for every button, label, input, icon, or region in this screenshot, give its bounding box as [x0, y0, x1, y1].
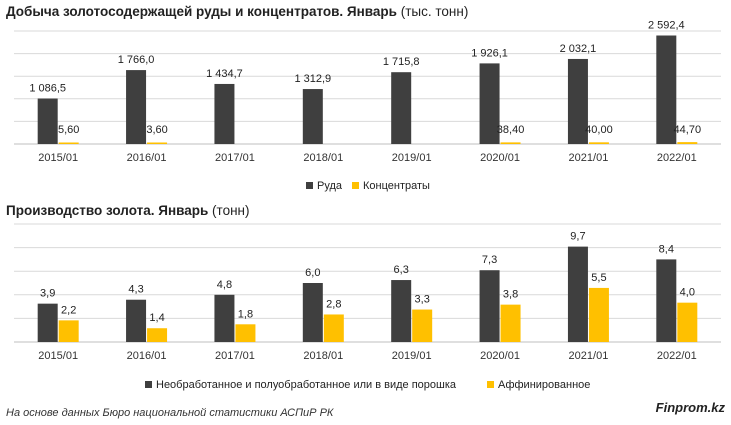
bar-series2-2015/01: [58, 142, 79, 144]
x-tick-label: 2018/01: [303, 350, 343, 362]
x-tick-label: 2021/01: [569, 350, 609, 362]
x-tick-label: 2017/01: [215, 350, 255, 362]
data-label: 2,2: [61, 304, 76, 316]
data-label: 3,3: [415, 294, 430, 306]
x-tick-label: 2022/01: [657, 350, 697, 362]
data-label: 1,4: [149, 312, 164, 324]
x-tick-label: 2022/01: [657, 152, 697, 164]
bar-series1-2020/01: [479, 63, 500, 145]
x-tick-label: 2020/01: [480, 350, 520, 362]
data-label: 1 766,0: [118, 54, 155, 66]
bar-series1-2021/01: [567, 246, 588, 342]
chart2-gold-production: 3,9 2,2 2015/01 4,3 1,4 2016/01 4,8 1,8 2017/01 6…: [14, 223, 721, 391]
x-tick-label: 2020/01: [480, 152, 520, 164]
bar-series2-2015/01: [58, 320, 79, 342]
x-tick-label: 2017/01: [215, 152, 255, 164]
bar-series1-2019/01: [391, 280, 412, 342]
data-label: 4,8: [217, 279, 232, 291]
bar-series2-2022/01: [677, 142, 698, 144]
x-tick-label: 2021/01: [569, 152, 609, 164]
data-label: 1 434,7: [206, 68, 243, 80]
bar-series1-2016/01: [126, 70, 147, 144]
bar-series2-2019/01: [412, 309, 433, 342]
bar-series2-2020/01: [500, 304, 521, 342]
bar-series2-2022/01: [677, 302, 698, 342]
bar-series2-2016/01: [147, 328, 168, 342]
legend-label: Необработанное и полуобработанное или в …: [156, 379, 457, 391]
bar-series2-2020/01: [500, 142, 521, 144]
legend-swatch: [145, 381, 152, 388]
bar-series1-2017/01: [214, 294, 235, 342]
data-label: 2 592,4: [648, 20, 685, 32]
bar-series1-2020/01: [479, 270, 500, 342]
data-label: 2,8: [326, 298, 341, 310]
data-label: 3,9: [40, 288, 55, 300]
x-tick-label: 2016/01: [127, 350, 167, 362]
data-label: 9,7: [570, 231, 585, 243]
data-label: 1,8: [238, 308, 253, 320]
chart1-ore-concentrates: 1 086,5 5,60 2015/01 1 766,0 3,60 2016/01 1 43…: [14, 20, 721, 192]
x-tick-label: 2019/01: [392, 350, 432, 362]
chart2-title: Производство золота. Январь (тонн): [6, 203, 250, 218]
data-label: 1 086,5: [29, 83, 66, 95]
bar-series2-2016/01: [147, 142, 168, 144]
bar-series1-2019/01: [391, 72, 412, 144]
data-label: 6,0: [305, 267, 320, 279]
data-label: 4,3: [128, 284, 143, 296]
bar-series2-2017/01: [235, 324, 256, 342]
brand-logo-text: Finprom.kz: [655, 400, 725, 415]
chart1-title: Добыча золотосодержащей руды и концентра…: [6, 4, 469, 19]
bar-series2-2021/01: [588, 142, 609, 144]
legend-swatch: [352, 182, 359, 189]
bar-series1-2018/01: [302, 89, 323, 144]
data-label: 5,5: [591, 272, 606, 284]
data-label: 1 715,8: [383, 56, 420, 68]
legend-label: Руда: [317, 180, 343, 192]
legend-swatch: [306, 182, 313, 189]
data-label: 6,3: [394, 264, 409, 276]
data-label: 7,3: [482, 254, 497, 266]
bar-series1-2016/01: [126, 299, 147, 342]
data-label: 40,00: [585, 124, 613, 136]
data-label: 2 032,1: [560, 43, 597, 55]
bar-series1-2022/01: [656, 35, 677, 144]
source-note: На основе данных Бюро национальной стати…: [6, 407, 334, 419]
data-label: 8,4: [659, 243, 674, 255]
x-tick-label: 2016/01: [127, 152, 167, 164]
bar-series1-2021/01: [567, 58, 588, 144]
bar-series1-2015/01: [37, 98, 58, 144]
data-label: 1 312,9: [294, 73, 331, 85]
bar-series2-2018/01: [323, 314, 344, 342]
bar-series2-2021/01: [588, 287, 609, 342]
data-label: 5,60: [58, 124, 79, 136]
data-label: 3,8: [503, 289, 518, 301]
x-tick-label: 2019/01: [392, 152, 432, 164]
data-label: 1 926,1: [471, 47, 508, 59]
x-tick-label: 2015/01: [38, 350, 78, 362]
data-label: 3,60: [146, 124, 167, 136]
bar-series1-2017/01: [214, 83, 235, 144]
bar-series1-2022/01: [656, 259, 677, 342]
data-label: 4,0: [680, 287, 695, 299]
legend-swatch: [487, 381, 494, 388]
bar-series1-2018/01: [302, 283, 323, 342]
bar-series1-2015/01: [37, 303, 58, 342]
legend-label: Концентраты: [363, 180, 430, 192]
data-label: 44,70: [674, 124, 702, 136]
data-label: 38,40: [497, 124, 525, 136]
x-tick-label: 2018/01: [303, 152, 343, 164]
legend-label: Аффинированное: [498, 379, 590, 391]
x-tick-label: 2015/01: [38, 152, 78, 164]
